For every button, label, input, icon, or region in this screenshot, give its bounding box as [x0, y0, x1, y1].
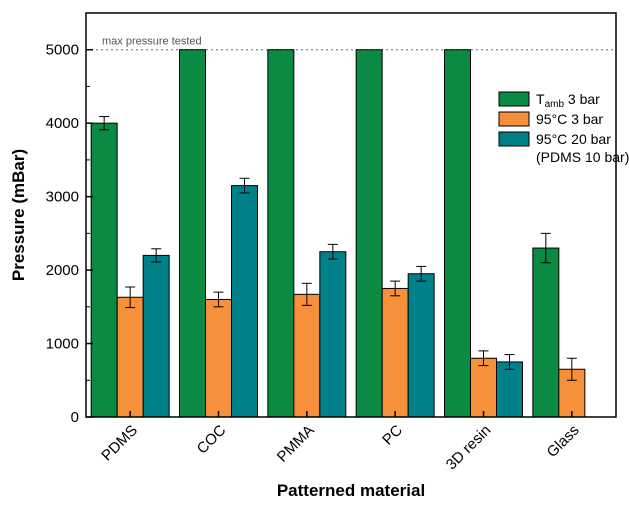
bar	[179, 49, 206, 418]
x-tick-label: COC	[194, 422, 230, 458]
bar	[496, 361, 523, 418]
bar	[319, 251, 347, 418]
bar	[470, 357, 497, 418]
y-axis-title: Pressure (mBar)	[9, 149, 28, 281]
bar	[381, 287, 409, 418]
y-tick-label: 0	[71, 409, 79, 426]
x-tick-label: PC	[379, 422, 406, 449]
bars-group	[90, 49, 586, 418]
y-tick-label: 4000	[46, 115, 79, 132]
bar	[116, 296, 144, 418]
legend-label: Tamb 3 bar	[536, 91, 600, 110]
reference-line-group: max pressure tested	[86, 36, 616, 51]
bar	[532, 247, 560, 418]
bar	[444, 49, 471, 418]
y-tick-label: 2000	[46, 262, 79, 279]
legend-label: 95°C 3 bar	[536, 111, 603, 127]
bar	[407, 273, 435, 418]
bar	[90, 122, 118, 418]
x-tick-label: PDMS	[98, 422, 141, 465]
legend-label: 95°C 20 bar	[536, 131, 611, 147]
y-tick-label: 1000	[46, 336, 79, 353]
bar	[231, 185, 258, 418]
legend-swatch	[498, 91, 530, 107]
legend-swatch	[498, 131, 530, 147]
plot-frame	[85, 12, 617, 418]
x-axis-title: Patterned material	[277, 481, 425, 500]
reference-line-label: max pressure tested	[102, 36, 202, 48]
x-tick-label: PMMA	[274, 422, 318, 466]
bar	[142, 254, 170, 418]
x-tick-label: 3D resin	[443, 422, 495, 474]
bar	[205, 298, 232, 418]
bar	[267, 49, 295, 418]
bar	[355, 49, 383, 418]
legend-swatch	[498, 111, 530, 127]
bar	[293, 293, 321, 418]
error-bars-group	[99, 116, 577, 381]
x-tick-label: Glass	[544, 422, 583, 461]
y-tick-label: 3000	[46, 189, 79, 206]
y-tick-label: 5000	[46, 42, 79, 59]
legend-note: (PDMS 10 bar)	[536, 149, 629, 165]
